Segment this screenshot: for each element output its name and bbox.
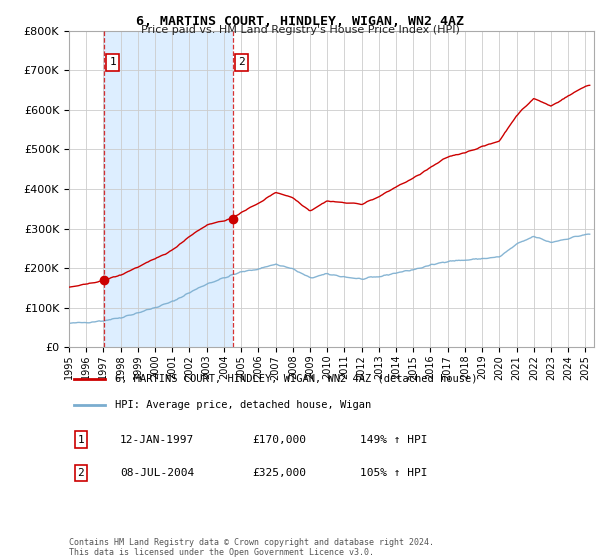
Text: 149% ↑ HPI: 149% ↑ HPI [360,435,427,445]
Text: 2: 2 [238,58,245,67]
Text: Contains HM Land Registry data © Crown copyright and database right 2024.
This d: Contains HM Land Registry data © Crown c… [69,538,434,557]
Text: £170,000: £170,000 [252,435,306,445]
Text: 105% ↑ HPI: 105% ↑ HPI [360,468,427,478]
Text: £325,000: £325,000 [252,468,306,478]
Text: HPI: Average price, detached house, Wigan: HPI: Average price, detached house, Wiga… [115,400,371,410]
Text: 2: 2 [77,468,85,478]
Text: 08-JUL-2004: 08-JUL-2004 [120,468,194,478]
Text: Price paid vs. HM Land Registry's House Price Index (HPI): Price paid vs. HM Land Registry's House … [140,25,460,35]
Text: 1: 1 [109,58,116,67]
Text: 6, MARTINS COURT, HINDLEY, WIGAN, WN2 4AZ: 6, MARTINS COURT, HINDLEY, WIGAN, WN2 4A… [136,15,464,27]
Bar [104,31,233,347]
Text: 6, MARTINS COURT, HINDLEY, WIGAN, WN2 4AZ (detached house): 6, MARTINS COURT, HINDLEY, WIGAN, WN2 4A… [115,374,478,384]
Text: 12-JAN-1997: 12-JAN-1997 [120,435,194,445]
Text: 1: 1 [77,435,85,445]
